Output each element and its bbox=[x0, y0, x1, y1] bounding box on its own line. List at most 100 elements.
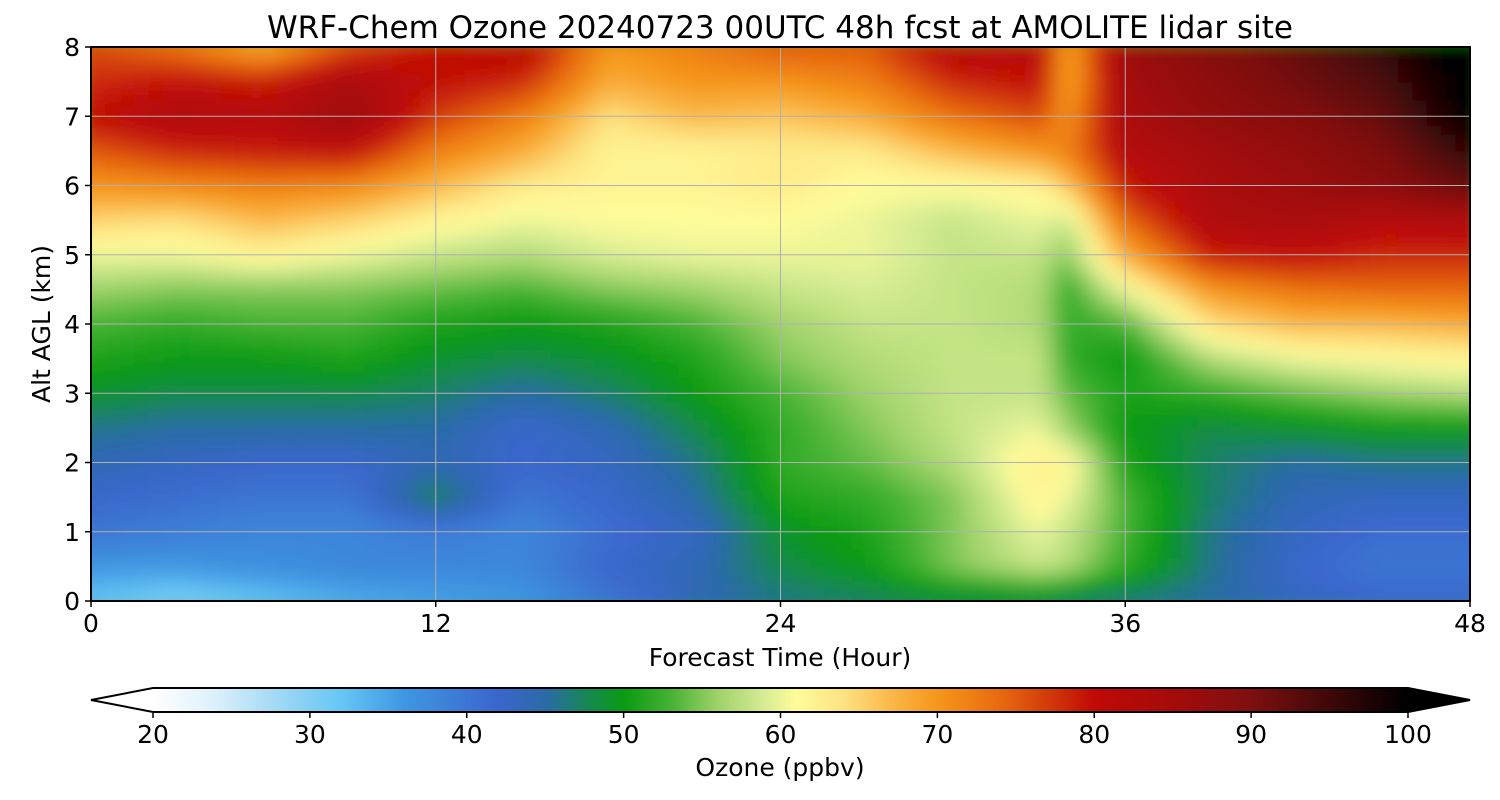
heatmap-cell bbox=[723, 367, 739, 377]
heatmap-cell bbox=[1182, 488, 1198, 498]
heatmap-cell bbox=[866, 497, 882, 507]
heatmap-cell bbox=[1067, 185, 1083, 195]
heatmap-cell bbox=[1369, 583, 1385, 594]
heatmap-cell bbox=[1311, 427, 1328, 438]
heatmap-cell bbox=[794, 575, 811, 585]
heatmap-cell bbox=[809, 601, 824, 610]
heatmap-cell bbox=[1398, 410, 1414, 421]
heatmap-cell bbox=[320, 358, 336, 369]
heatmap-cell bbox=[608, 488, 624, 498]
heatmap-cell bbox=[1168, 228, 1184, 239]
heatmap-cell bbox=[134, 471, 150, 481]
heatmap-cell bbox=[507, 202, 523, 213]
heatmap-cell bbox=[1096, 419, 1112, 429]
heatmap-cell bbox=[119, 531, 135, 542]
heatmap-cell bbox=[421, 306, 437, 317]
heatmap-cell bbox=[737, 384, 753, 395]
heatmap-cell bbox=[148, 479, 164, 490]
heatmap-cell bbox=[995, 479, 1012, 490]
heatmap-cell bbox=[1053, 341, 1069, 351]
heatmap-cell bbox=[1254, 263, 1270, 273]
heatmap-cell bbox=[622, 592, 638, 601]
heatmap-cell bbox=[1153, 237, 1170, 247]
heatmap-cell bbox=[105, 220, 121, 230]
heatmap-cell bbox=[407, 436, 423, 446]
heatmap-cell bbox=[967, 583, 983, 594]
heatmap-cell bbox=[1067, 427, 1083, 438]
heatmap-cell bbox=[665, 410, 681, 421]
heatmap-cell bbox=[1240, 488, 1256, 498]
heatmap-cell bbox=[91, 341, 92, 351]
heatmap-cell bbox=[723, 531, 739, 542]
heatmap-cell bbox=[320, 246, 336, 256]
heatmap-cell bbox=[608, 176, 624, 187]
heatmap-cell bbox=[1139, 583, 1155, 594]
heatmap-cell bbox=[1383, 453, 1399, 464]
heatmap-cell bbox=[1182, 583, 1198, 594]
heatmap-cell bbox=[1082, 306, 1098, 317]
heatmap-cell bbox=[622, 471, 638, 481]
heatmap-cell bbox=[1283, 505, 1299, 516]
heatmap-cell bbox=[550, 557, 566, 568]
heatmap-cell bbox=[1340, 419, 1356, 429]
heatmap-cell bbox=[794, 194, 811, 204]
heatmap-cell bbox=[1211, 453, 1227, 464]
heatmap-cell bbox=[1125, 263, 1141, 273]
heatmap-cell bbox=[320, 263, 336, 273]
heatmap-cell bbox=[363, 185, 380, 195]
heatmap-cell bbox=[579, 488, 595, 498]
heatmap-cell bbox=[952, 453, 969, 464]
heatmap-cell bbox=[148, 445, 164, 455]
heatmap-cell bbox=[794, 523, 811, 533]
heatmap-cell bbox=[134, 531, 150, 542]
heatmap-cell bbox=[751, 202, 767, 213]
heatmap-cell bbox=[1168, 393, 1184, 403]
heatmap-cell bbox=[924, 237, 940, 247]
heatmap-cell bbox=[1441, 375, 1457, 386]
heatmap-cell bbox=[1355, 176, 1371, 187]
heatmap-cell bbox=[809, 462, 825, 472]
heatmap-cell bbox=[1024, 575, 1040, 585]
heatmap-cell bbox=[1053, 497, 1069, 507]
heatmap-cell bbox=[1297, 228, 1313, 239]
heatmap-cell bbox=[148, 306, 164, 317]
heatmap-cell bbox=[579, 601, 594, 610]
heatmap-cell bbox=[148, 384, 164, 395]
heatmap-cell bbox=[177, 220, 193, 230]
heatmap-cell bbox=[205, 575, 222, 585]
heatmap-cell bbox=[809, 306, 825, 317]
heatmap-cell bbox=[1182, 540, 1198, 550]
heatmap-cell bbox=[234, 479, 250, 490]
heatmap-cell bbox=[981, 272, 997, 282]
heatmap-cell bbox=[263, 410, 279, 421]
heatmap-cell bbox=[335, 410, 351, 421]
heatmap-cell bbox=[636, 471, 653, 481]
heatmap-cell bbox=[1225, 453, 1241, 464]
heatmap-cell bbox=[335, 436, 351, 446]
heatmap-cell bbox=[1455, 592, 1470, 601]
heatmap-cell bbox=[536, 298, 552, 308]
heatmap-cell bbox=[1297, 341, 1313, 351]
heatmap-cell bbox=[1340, 237, 1356, 247]
heatmap-cell bbox=[924, 531, 940, 542]
heatmap-cell bbox=[823, 497, 839, 507]
heatmap-cell bbox=[292, 168, 308, 178]
heatmap-cell bbox=[277, 540, 293, 550]
heatmap-cell bbox=[1240, 566, 1256, 576]
heatmap-cell bbox=[119, 523, 135, 533]
heatmap-cell bbox=[349, 497, 365, 507]
heatmap-cell bbox=[421, 315, 437, 325]
heatmap-cell bbox=[1082, 341, 1098, 351]
heatmap-cell bbox=[177, 228, 193, 239]
heatmap-cell bbox=[1383, 168, 1399, 178]
heatmap-cell bbox=[694, 211, 710, 221]
heatmap-cell bbox=[263, 358, 279, 369]
heatmap-cell bbox=[1283, 575, 1299, 585]
heatmap-cell bbox=[565, 384, 581, 395]
heatmap-cell bbox=[1340, 497, 1356, 507]
heatmap-cell bbox=[1197, 531, 1213, 542]
heatmap-cell bbox=[306, 592, 322, 601]
heatmap-cell bbox=[1125, 384, 1141, 395]
heatmap-cell bbox=[249, 298, 265, 308]
heatmap-cell bbox=[909, 540, 925, 550]
